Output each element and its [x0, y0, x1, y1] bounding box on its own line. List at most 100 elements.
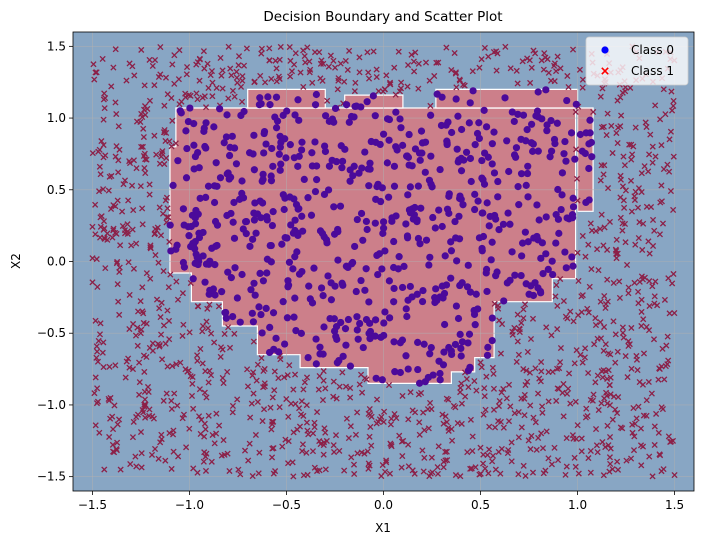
class0-point	[262, 304, 270, 313]
class1-point	[324, 97, 331, 104]
class1-point	[237, 471, 244, 478]
class0-point	[374, 270, 382, 279]
class1-point	[419, 447, 426, 454]
class0-point	[474, 197, 482, 205]
class0-point	[396, 115, 404, 123]
class0-point	[279, 298, 287, 306]
class0-point	[250, 279, 258, 287]
class1-point	[391, 64, 398, 71]
class1-point	[540, 66, 547, 73]
class1-point	[638, 308, 645, 315]
class0-point	[465, 330, 474, 338]
class0-point	[464, 261, 472, 269]
class1-point	[345, 435, 352, 442]
class1-point	[609, 416, 616, 423]
class1-point	[213, 430, 220, 437]
class0-point	[457, 154, 465, 162]
class1-point	[227, 65, 234, 72]
class0-point	[441, 252, 449, 260]
class0-point	[554, 185, 562, 194]
class1-point	[468, 465, 475, 472]
class0-point	[480, 180, 489, 188]
class0-point	[569, 262, 577, 270]
class0-point	[211, 217, 220, 226]
class0-point	[344, 315, 353, 324]
class1-point	[208, 68, 216, 75]
class1-point	[601, 323, 608, 331]
class1-point	[600, 347, 607, 354]
class1-point	[533, 446, 540, 453]
class1-point	[356, 54, 363, 61]
class1-point	[116, 268, 123, 276]
class1-point	[346, 47, 353, 54]
class1-point	[452, 70, 459, 77]
class0-point	[427, 111, 435, 119]
class0-point	[223, 211, 231, 220]
class1-point	[415, 60, 422, 67]
class1-point	[398, 464, 405, 471]
class0-point	[325, 162, 334, 170]
class1-point	[667, 128, 674, 135]
class1-point	[169, 431, 177, 438]
class1-point	[116, 146, 123, 153]
class1-point	[114, 258, 121, 265]
class0-point	[177, 109, 185, 117]
class0-point	[508, 248, 516, 256]
class1-point	[202, 467, 210, 474]
class0-point	[290, 313, 298, 321]
class1-point	[146, 181, 153, 188]
class1-point	[610, 279, 617, 287]
y-axis-ticks: −1.5−1.0−0.50.00.51.01.5	[37, 39, 73, 484]
class1-point	[610, 393, 618, 400]
class1-point	[522, 472, 529, 479]
class0-point	[299, 227, 307, 235]
class0-point	[342, 262, 350, 270]
class1-point	[101, 466, 108, 473]
class1-point	[619, 329, 626, 336]
class0-point	[483, 199, 491, 207]
class0-point	[295, 116, 303, 124]
class0-point	[240, 107, 248, 116]
class1-point	[300, 83, 307, 90]
class1-point	[380, 418, 387, 425]
class0-point	[380, 331, 388, 340]
class1-point	[614, 458, 621, 465]
class1-point	[165, 317, 173, 324]
class1-point	[303, 449, 310, 456]
class1-point	[347, 423, 354, 430]
class1-point	[617, 94, 624, 101]
class0-point	[312, 360, 320, 368]
class1-point	[93, 400, 101, 407]
class1-point	[142, 169, 149, 177]
class0-point	[186, 104, 194, 112]
class1-point	[168, 405, 175, 412]
class0-point	[585, 164, 593, 173]
class1-point	[670, 270, 677, 278]
class1-point	[639, 443, 647, 450]
class1-point	[303, 419, 310, 426]
class0-point	[291, 216, 299, 224]
class1-point	[563, 435, 570, 442]
class0-point	[289, 229, 298, 237]
class0-point	[441, 320, 449, 329]
class0-point	[415, 149, 424, 157]
class0-point	[230, 198, 238, 207]
class0-point	[561, 137, 569, 146]
class0-point	[378, 376, 386, 384]
class0-point	[269, 309, 278, 317]
class1-point	[167, 271, 174, 278]
class0-point	[533, 232, 541, 241]
class0-point	[414, 182, 422, 190]
class0-point	[471, 190, 479, 198]
class1-point	[106, 397, 113, 404]
class1-point	[182, 366, 189, 373]
class1-point	[409, 467, 416, 474]
class1-point	[539, 403, 546, 410]
class1-point	[272, 57, 279, 64]
class1-point	[549, 368, 556, 375]
class1-point	[220, 380, 227, 387]
class1-point	[553, 282, 560, 289]
class1-point	[443, 419, 450, 426]
class1-point	[532, 419, 539, 426]
class1-point	[207, 72, 214, 79]
